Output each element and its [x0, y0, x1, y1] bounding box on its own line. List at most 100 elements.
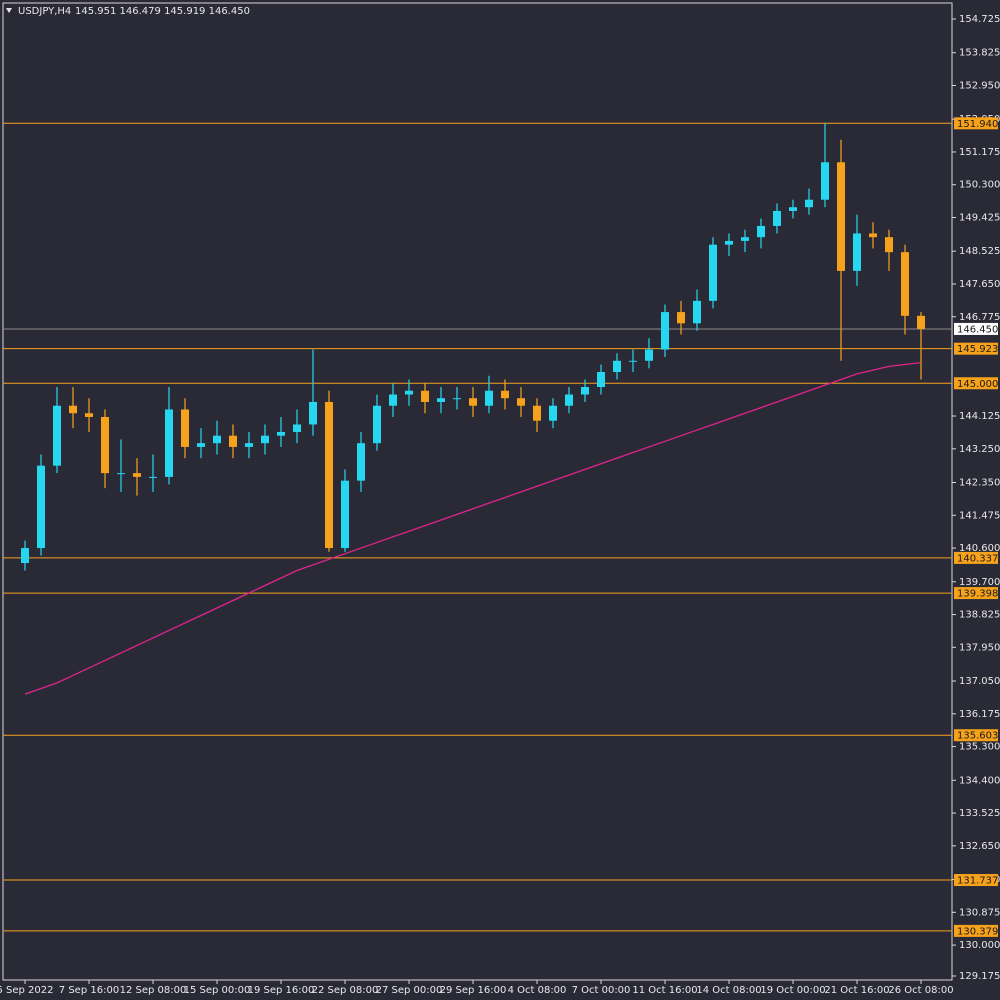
level-label-bg [954, 377, 998, 390]
candle-body [501, 390, 509, 399]
y-tick-label: 143.250 [959, 444, 1000, 455]
y-tick-label: 154.725 [959, 14, 1000, 25]
candle-body [757, 225, 765, 238]
candle-body [261, 435, 269, 444]
y-tick-label: 137.050 [959, 676, 1000, 687]
candle-body [709, 244, 717, 301]
x-tick-label: 7 Oct 00:00 [572, 985, 631, 996]
x-tick-label: 19 Oct 00:00 [760, 985, 825, 996]
level-label: 145.000 [957, 379, 998, 390]
candle-body [101, 416, 109, 474]
candle-body [693, 300, 701, 324]
candle-body [789, 207, 797, 211]
level-label-bg [954, 924, 998, 937]
level-label: 139.398 [957, 589, 998, 600]
y-tick-label: 135.300 [959, 742, 1000, 753]
level-label: 151.940 [957, 119, 998, 130]
candle-body [165, 409, 173, 477]
x-tick-label: 26 Oct 08:00 [888, 985, 953, 996]
candle-body [181, 409, 189, 447]
y-tick-label: 142.350 [959, 478, 1000, 489]
candle-body [821, 162, 829, 200]
y-tick-label: 140.600 [959, 543, 1000, 554]
level-label: 131.737 [957, 876, 998, 887]
candle-body [133, 473, 141, 477]
moving-average [24, 362, 922, 695]
y-tick-label: 130.000 [959, 940, 1000, 951]
candle-body [149, 476, 157, 478]
x-tick-label: 14 Oct 08:00 [696, 985, 761, 996]
y-tick-label: 146.775 [959, 312, 1000, 323]
candle-body [197, 443, 205, 447]
candle-body [245, 443, 253, 447]
x-tick-label: 4 Oct 08:00 [508, 985, 567, 996]
y-tick-label: 134.400 [959, 775, 1000, 786]
y-tick-label: 136.175 [959, 709, 1000, 720]
candle-body [885, 237, 893, 253]
candle-body [597, 372, 605, 387]
candle-body [549, 405, 557, 421]
y-tick-label: 132.650 [959, 841, 1000, 852]
plot-frame [2, 2, 953, 981]
y-tick-label: 139.700 [959, 577, 1000, 588]
level-label-bg [954, 551, 998, 564]
y-tick-label: 148.525 [959, 246, 1000, 257]
level-label: 145.923 [957, 344, 998, 355]
candle-body [293, 424, 301, 432]
candle-body [629, 360, 637, 362]
candle-body [613, 360, 621, 373]
y-tick-label: 133.525 [959, 808, 1000, 819]
x-tick-label: 15 Sep 00:00 [184, 985, 251, 996]
x-tick-label: 29 Sep 16:00 [440, 985, 507, 996]
candle-body [357, 443, 365, 481]
candle-body [309, 401, 317, 425]
candle-body [741, 237, 749, 241]
candle-body [917, 315, 925, 329]
x-tick-label: 27 Sep 00:00 [376, 985, 443, 996]
level-label: 140.337 [957, 553, 998, 564]
y-tick-label: 129.175 [959, 971, 1000, 982]
candle-body [117, 473, 125, 475]
candle-body [437, 398, 445, 402]
y-tick-label: 149.425 [959, 213, 1000, 224]
level-label-bg [954, 587, 998, 600]
y-tick-label: 138.825 [959, 610, 1000, 621]
current-price-bg [954, 322, 998, 335]
y-tick-label: 147.650 [959, 279, 1000, 290]
candle-body [869, 233, 877, 238]
symbol: USDJPY,H4 [18, 6, 71, 17]
candle-body [773, 210, 781, 226]
candle-body [469, 398, 477, 406]
menu-arrow[interactable] [6, 8, 12, 13]
y-tick-label: 144.125 [959, 411, 1000, 422]
candle-body [805, 199, 813, 208]
y-tick-label: 130.875 [959, 907, 1000, 918]
candle-body [389, 394, 397, 406]
level-label-bg [954, 342, 998, 355]
candle-body [725, 240, 733, 245]
candle-body [565, 394, 573, 406]
level-label: 135.603 [957, 731, 998, 742]
level-label-bg [954, 874, 998, 887]
candle-body [341, 480, 349, 549]
candle-body [837, 162, 845, 271]
candle-body [453, 398, 461, 400]
candle-body [533, 405, 541, 421]
candle-body [85, 413, 93, 417]
candle-body [37, 465, 45, 549]
candle-body [69, 405, 77, 414]
candle-body [661, 312, 669, 350]
candle-body [485, 390, 493, 406]
x-tick-label: 19 Sep 16:00 [248, 985, 315, 996]
x-tick-label: 11 Oct 16:00 [632, 985, 697, 996]
candle-body [677, 312, 685, 324]
candle-body [405, 390, 413, 395]
y-tick-label: 141.475 [959, 510, 1000, 521]
candle-body [53, 405, 61, 466]
price-info: 145.951 146.479 145.919 146.450 [75, 6, 250, 17]
candle-body [373, 405, 381, 444]
candle-body [21, 548, 29, 564]
x-tick-label: 22 Sep 08:00 [312, 985, 379, 996]
